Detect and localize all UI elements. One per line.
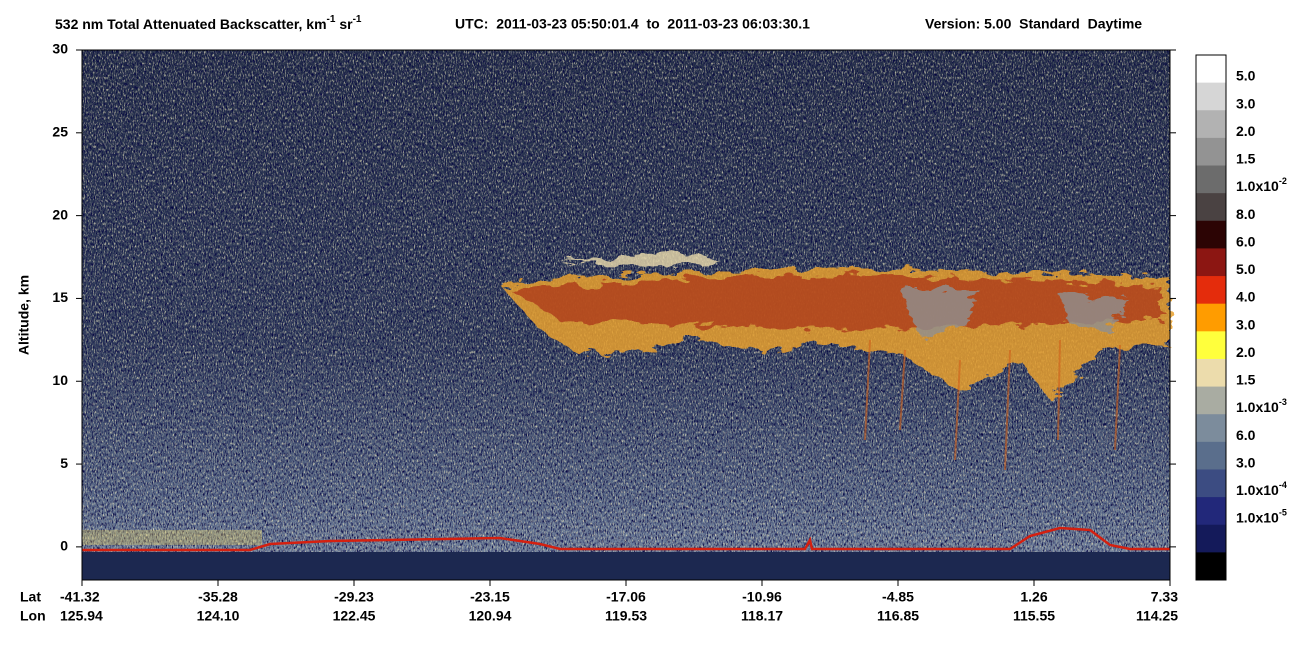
colorbar-swatch: [1196, 441, 1226, 470]
y-tick-label: 25: [52, 124, 68, 140]
y-tick-label: 5: [60, 455, 68, 471]
y-tick-label: 15: [52, 289, 68, 305]
colorbar-label: 1.0x10-5: [1236, 508, 1287, 525]
colorbar-label-text: 1.5: [1236, 371, 1256, 387]
colorbar-swatch: [1196, 414, 1226, 443]
colorbar-label: 5.0: [1236, 261, 1256, 277]
subsurface: [82, 552, 1170, 580]
lon-title: Lon: [20, 608, 46, 624]
colorbar-label-text: 1.0x10: [1236, 399, 1279, 415]
lon-label: 119.53: [605, 608, 647, 624]
lon-label: 120.94: [469, 608, 512, 624]
cirrus-cloud: [500, 254, 1170, 400]
colorbar-swatch: [1196, 137, 1226, 167]
y-axis-label: Altitude, km: [16, 275, 32, 355]
lat-label: -35.28: [198, 589, 238, 605]
colorbar-label-exponent: -5: [1279, 508, 1287, 518]
colorbar-swatch: [1196, 55, 1226, 84]
colorbar-label-text: 6.0: [1236, 427, 1256, 443]
lon-label: 124.10: [197, 608, 240, 624]
colorbar-label-exponent: -4: [1279, 480, 1287, 490]
colorbar-label: 1.0x10-4: [1236, 480, 1287, 497]
colorbar-label: 3.0: [1236, 95, 1256, 111]
lat-label: 1.26: [1020, 589, 1047, 605]
colorbar-frame: [1195, 54, 1227, 581]
y-tick-label: 0: [60, 538, 68, 554]
colorbar-label-text: 2.0: [1236, 123, 1256, 139]
colorbar-swatch: [1196, 469, 1226, 498]
colorbar-swatch: [1196, 82, 1226, 111]
colorbar-label: 4.0: [1236, 288, 1256, 304]
lon-label: 115.55: [1013, 608, 1055, 624]
colorbar-swatch: [1196, 193, 1226, 222]
colorbar-label: 6.0: [1236, 233, 1256, 249]
lat-label: -10.96: [742, 589, 782, 605]
colorbar-swatch: [1196, 386, 1226, 415]
colorbar-label-text: 4.0: [1236, 288, 1256, 304]
colorbar-label-text: 5.0: [1236, 67, 1256, 83]
colorbar-label: 1.0x10-3: [1236, 398, 1287, 415]
colorbar-swatch: [1196, 303, 1226, 332]
colorbar-label-exponent: -2: [1279, 177, 1287, 187]
lat-title: Lat: [20, 589, 41, 605]
colorbar-label-text: 1.0x10: [1236, 482, 1279, 498]
lat-label: 7.33: [1151, 589, 1178, 605]
colorbar-swatch: [1196, 110, 1226, 139]
colorbar-swatch: [1196, 165, 1226, 194]
colorbar-label: 2.0: [1236, 123, 1256, 139]
colorbar-label-text: 1.5: [1236, 150, 1256, 166]
colorbar-label: 1.5: [1236, 371, 1256, 387]
colorbar-label-text: 2.0: [1236, 344, 1256, 360]
colorbar-swatch: [1196, 552, 1226, 581]
colorbar-label-exponent: -3: [1279, 398, 1287, 408]
lon-label: 116.85: [877, 608, 919, 624]
y-tick-label: 30: [52, 41, 68, 57]
colorbar-label-text: 1.0x10: [1236, 509, 1279, 525]
colorbar-label: 1.0x10-2: [1236, 177, 1287, 194]
colorbar-label: 2.0: [1236, 344, 1256, 360]
lon-label: 125.94: [60, 608, 103, 624]
colorbar-swatch: [1196, 220, 1226, 249]
y-tick-label: 20: [52, 206, 68, 222]
colorbar-swatch: [1196, 331, 1226, 360]
lat-label: -4.85: [882, 589, 914, 605]
virga: [864, 339, 1121, 471]
y-tick-label: 10: [52, 372, 68, 388]
colorbar-label-text: 3.0: [1236, 316, 1256, 332]
lon-label: 122.45: [333, 608, 376, 624]
colorbar-label-text: 3.0: [1236, 454, 1256, 470]
chart-title: 532 nm Total Attenuated Backscatter, km-…: [55, 14, 362, 32]
lat-label: -41.32: [60, 589, 100, 605]
colorbar-label: 5.0: [1236, 67, 1256, 83]
lat-label: -29.23: [334, 589, 374, 605]
colorbar-label: 1.5: [1236, 150, 1256, 166]
colorbar-label-text: 6.0: [1236, 233, 1256, 249]
colorbar-label-text: 3.0: [1236, 95, 1256, 111]
colorbar-swatch: [1196, 248, 1226, 277]
surface-return: [82, 526, 1170, 552]
colorbar-swatch: [1196, 276, 1226, 305]
version: Version: 5.00 Standard Daytime: [925, 16, 1142, 32]
colorbar-label: 8.0: [1236, 205, 1256, 221]
colorbar-label-text: 8.0: [1236, 205, 1256, 221]
colorbar-swatch: [1196, 524, 1226, 553]
lon-label: 114.25: [1136, 608, 1178, 624]
colorbar-label: 3.0: [1236, 316, 1256, 332]
lat-label: -23.15: [470, 589, 510, 605]
utc-range: UTC: 2011-03-23 05:50:01.4 to 2011-03-23…: [455, 16, 810, 32]
lon-label: 118.17: [741, 608, 783, 624]
colorbar-label: 6.0: [1236, 427, 1256, 443]
lat-label: -17.06: [606, 589, 646, 605]
plot-area: [81, 49, 1171, 581]
aerosol: [82, 530, 262, 545]
colorbar-label-text: 1.0x10: [1236, 178, 1279, 194]
colorbar-label-text: 5.0: [1236, 261, 1256, 277]
colorbar-swatch: [1196, 358, 1226, 388]
colorbar-swatch: [1196, 497, 1226, 526]
colorbar-label: 3.0: [1236, 454, 1256, 470]
